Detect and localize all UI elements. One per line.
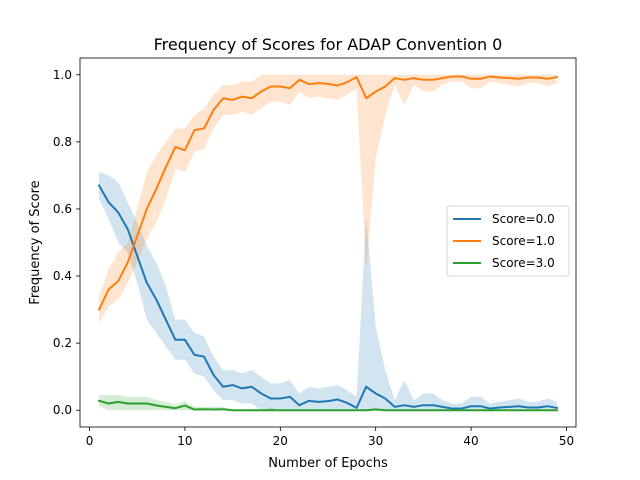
y-axis-ticks: 0.0 0.2 0.4 0.6 0.8 1.0: [53, 68, 80, 417]
x-tick-label: 40: [463, 434, 478, 448]
plot-frame: [79, 57, 577, 428]
x-tick-label: 50: [559, 434, 574, 448]
y-tick-label: 0.0: [53, 403, 72, 417]
legend-label: Score=3.0: [492, 256, 555, 270]
line-series-1: [97, 75, 559, 311]
legend-box: [446, 205, 570, 277]
legend: Score=0.0 Score=1.0 Score=3.0: [446, 205, 570, 277]
x-tick-label: 30: [368, 434, 383, 448]
x-axis-ticks: 0 10 20 30 40 50: [86, 427, 574, 448]
y-tick-label: 0.4: [53, 269, 72, 283]
line-series-0: [97, 184, 559, 410]
x-tick-label: 20: [273, 434, 288, 448]
y-axis-label: Frequency of Score: [28, 180, 43, 304]
y-tick-label: 0.2: [53, 336, 72, 350]
x-tick-label: 10: [177, 434, 192, 448]
line-series-2: [97, 399, 558, 412]
y-tick-label: 0.8: [53, 135, 72, 149]
band-series-2: [99, 395, 557, 411]
y-tick-label: 1.0: [53, 68, 72, 82]
legend-label: Score=1.0: [492, 234, 555, 248]
x-axis-label: Number of Epochs: [268, 456, 388, 471]
y-tick-label: 0.6: [53, 202, 72, 216]
legend-label: Score=0.0: [492, 212, 555, 226]
chart-title: Frequency of Scores for ADAP Convention …: [154, 35, 503, 54]
confidence-bands: [99, 74, 557, 411]
series-lines: [97, 75, 559, 412]
x-tick-label: 0: [86, 434, 94, 448]
band-series-1: [99, 74, 557, 324]
